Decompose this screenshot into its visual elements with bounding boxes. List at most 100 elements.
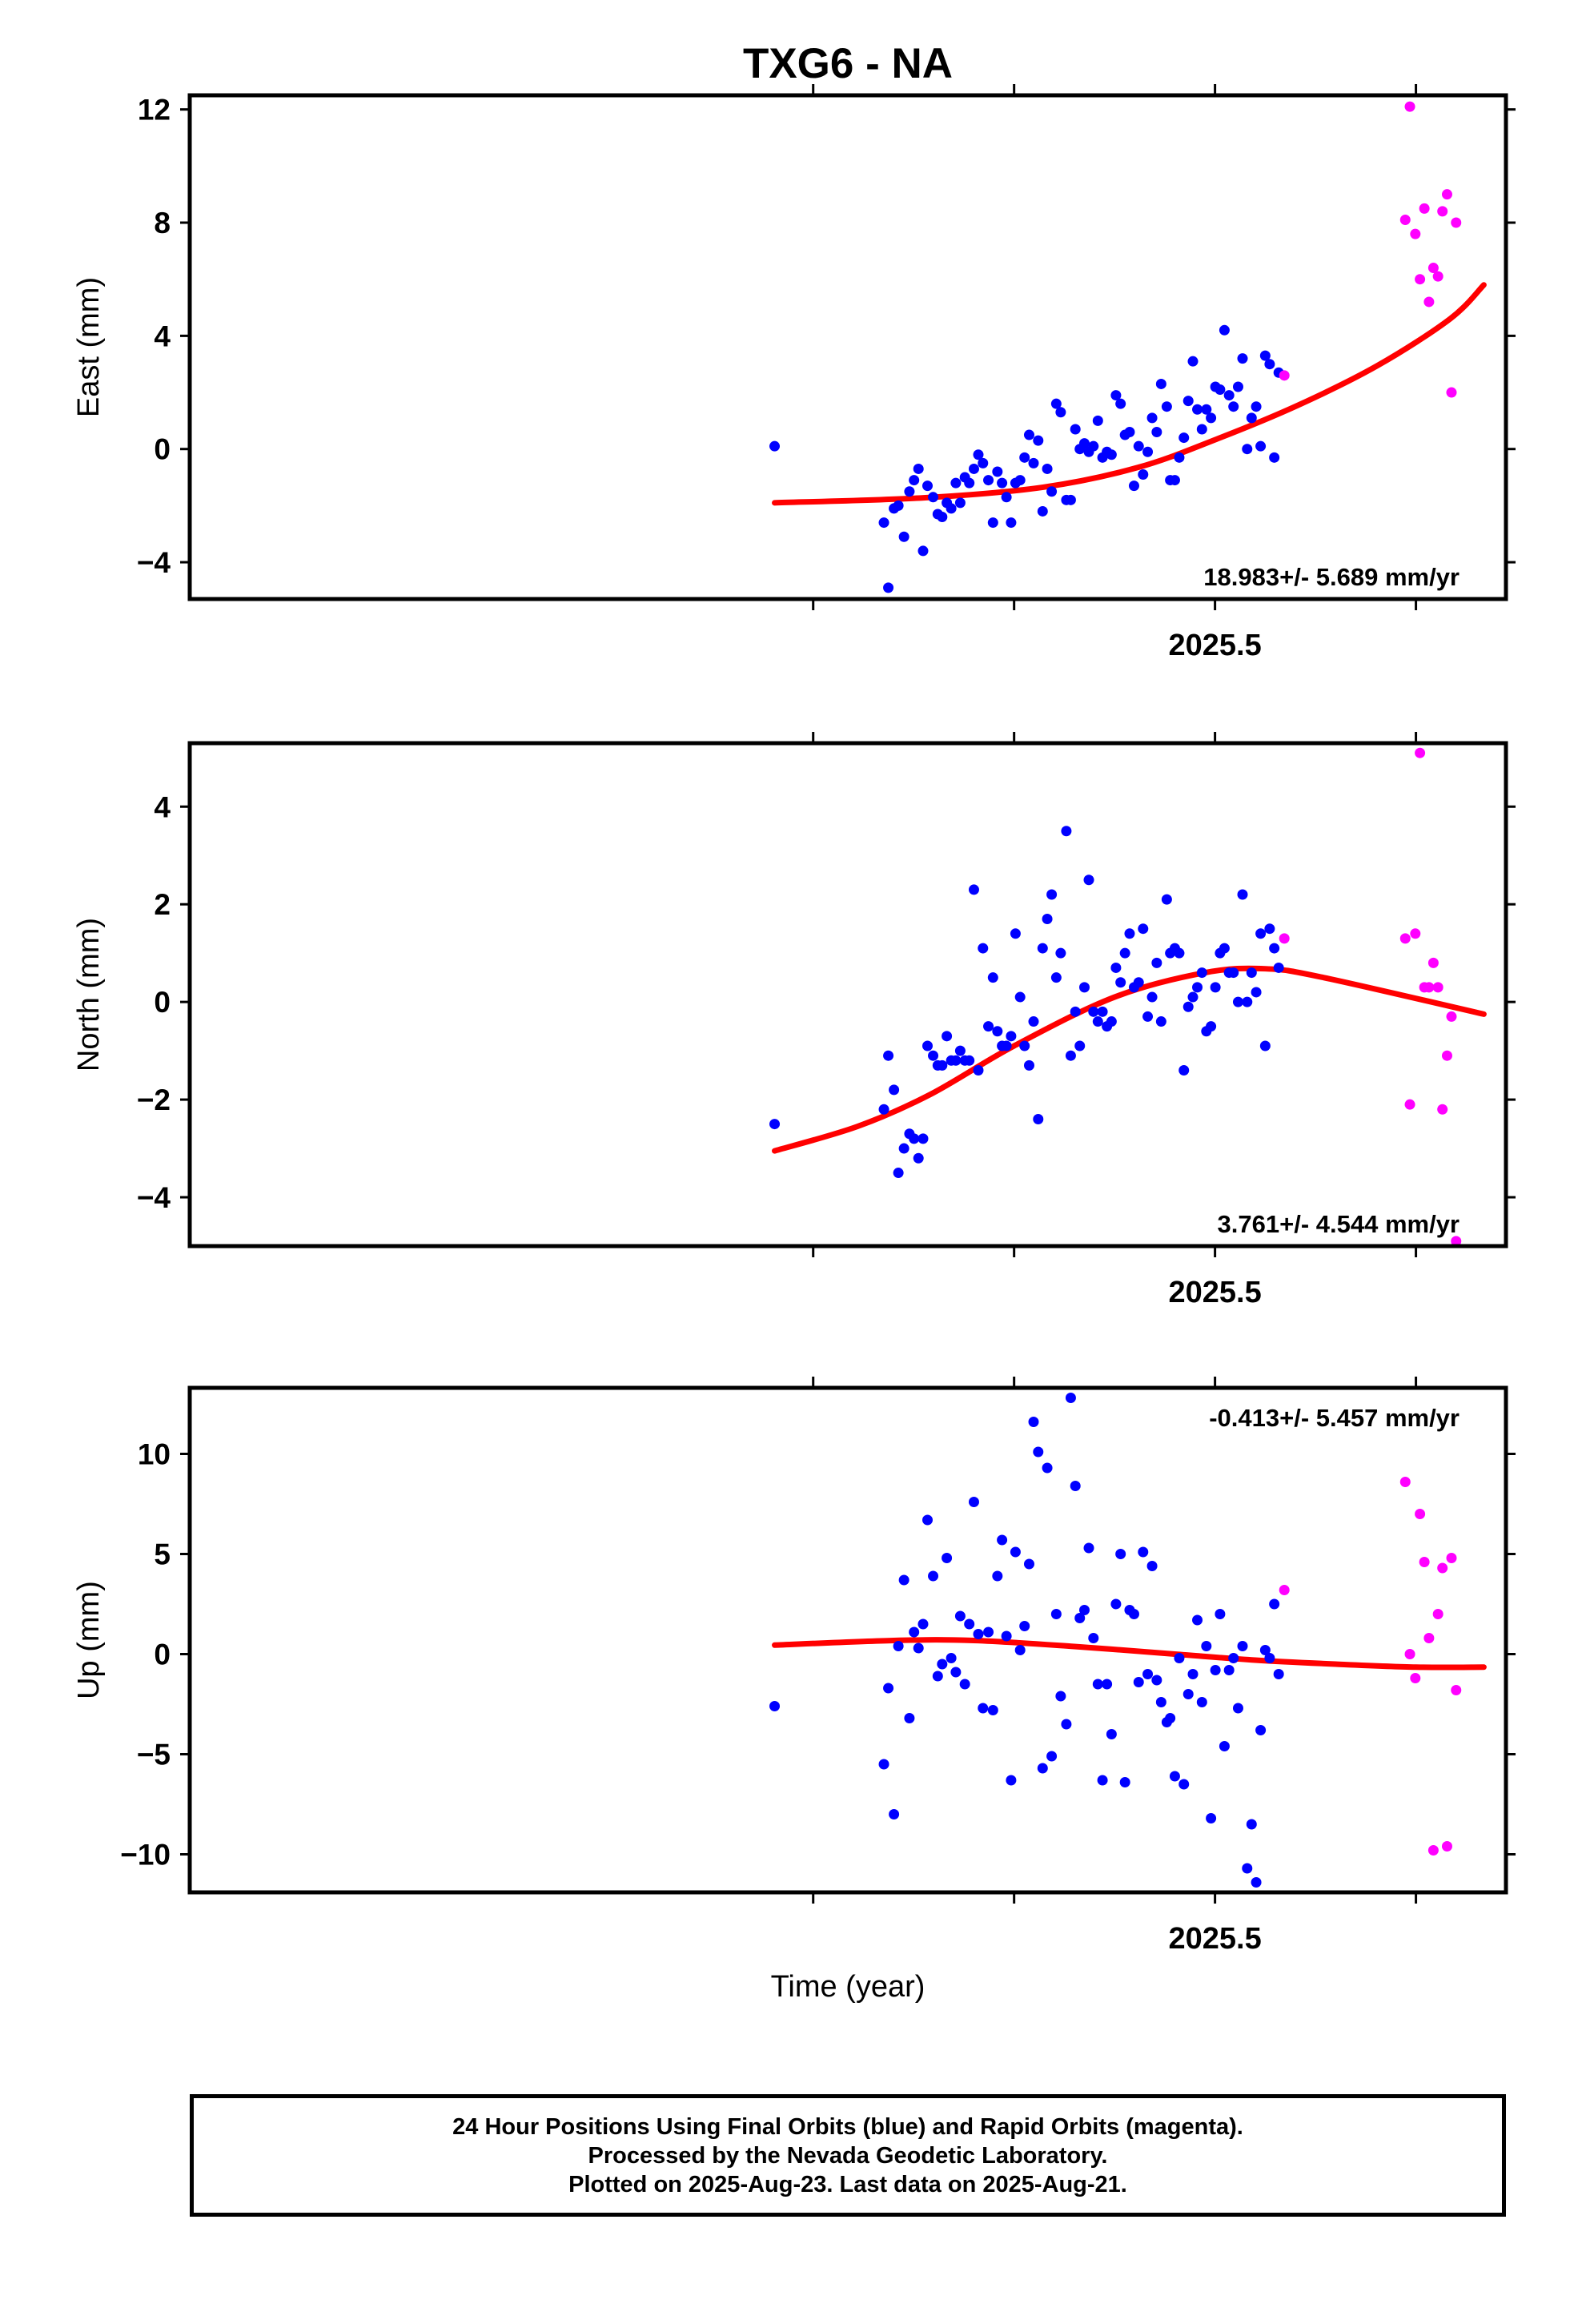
rapid-orbit-point: [1437, 1562, 1448, 1574]
final-orbit-point: [937, 1059, 948, 1071]
rapid-orbit-point: [1415, 747, 1426, 758]
y-axis-label-east: East (mm): [72, 277, 106, 417]
final-orbit-point: [1237, 353, 1248, 364]
final-orbit-point: [1128, 480, 1139, 492]
final-orbit-point: [1119, 947, 1130, 959]
final-orbit-point: [968, 884, 979, 895]
final-orbit-point: [1273, 1669, 1284, 1679]
rapid-orbit-point: [1399, 214, 1411, 225]
rapid-orbit-point: [1415, 274, 1426, 285]
final-orbit-point: [922, 1514, 934, 1526]
final-orbit-point: [1169, 475, 1180, 486]
final-orbit-point: [1151, 427, 1162, 438]
final-orbit-point: [950, 477, 962, 489]
rapid-orbit-point: [1446, 1011, 1457, 1022]
final-orbit-point: [1232, 996, 1243, 1007]
final-orbit-point: [889, 1809, 900, 1819]
final-orbit-point: [1165, 1713, 1176, 1723]
rapid-orbit-point: [1432, 1609, 1443, 1619]
final-orbit-point: [1006, 1031, 1017, 1042]
final-orbit-point: [1001, 1630, 1012, 1642]
rapid-orbit-point: [1404, 1099, 1415, 1110]
final-orbit-point: [950, 1667, 962, 1678]
rapid-orbit-point: [1446, 387, 1457, 398]
final-orbit-point: [1223, 390, 1235, 401]
y-tick-label-north: 4: [154, 790, 171, 823]
final-orbit-point: [1146, 991, 1158, 1003]
final-orbit-point: [883, 1683, 894, 1694]
rapid-orbit-point: [1432, 982, 1443, 993]
final-orbit-point: [1061, 1719, 1072, 1730]
final-orbit-point: [1028, 457, 1039, 468]
rapid-orbit-point: [1437, 1104, 1448, 1115]
final-orbit-point: [893, 1641, 904, 1651]
final-orbit-point: [983, 475, 994, 486]
rapid-orbit-point: [1432, 271, 1443, 282]
final-orbit-point: [1050, 398, 1062, 409]
final-orbit-point: [1070, 1006, 1081, 1017]
final-orbit-point: [964, 1618, 975, 1630]
final-orbit-point: [1124, 928, 1135, 939]
final-orbit-point: [1242, 1863, 1253, 1874]
final-orbit-point: [909, 475, 920, 486]
rapid-orbit-point: [1415, 1509, 1426, 1519]
final-orbit-point: [1223, 1665, 1235, 1675]
final-orbit-point: [1264, 359, 1275, 370]
final-orbit-point: [964, 477, 975, 489]
y-axis-label-north: North (mm): [72, 918, 106, 1072]
final-orbit-point: [1046, 486, 1058, 497]
panel-up: −10 −5 0 5 10 2025.5 Up (mm) -0.413+/- 5.457 mm…: [72, 1377, 1516, 1956]
final-orbit-point: [1182, 396, 1194, 407]
final-orbit-point: [983, 1626, 994, 1638]
final-orbit-point: [1251, 1877, 1262, 1888]
final-orbit-point: [1215, 384, 1226, 396]
final-orbit-point: [1246, 1819, 1257, 1830]
plot-frame-north: [187, 741, 1508, 1248]
final-orbit-point: [942, 1553, 953, 1563]
final-orbit-point: [1196, 1697, 1207, 1707]
final-orbit-point: [1070, 424, 1081, 435]
final-orbit-point: [1083, 1542, 1094, 1554]
final-orbit-point: [1155, 1016, 1166, 1027]
final-orbit-point: [1269, 1598, 1280, 1610]
y-axis-label-up: Up (mm): [72, 1581, 106, 1699]
final-orbit-point: [928, 1570, 939, 1582]
final-orbit-point: [932, 1671, 943, 1682]
final-orbit-point: [978, 943, 989, 954]
final-orbit-point: [1106, 1729, 1117, 1739]
final-orbit-point: [1228, 401, 1239, 412]
final-orbit-point: [1023, 1558, 1034, 1570]
y-tick-label-north: −2: [137, 1084, 171, 1116]
rapid-orbit-point: [1451, 1685, 1462, 1695]
final-orbit-point: [959, 1679, 970, 1690]
rapid-orbit-point: [1404, 101, 1415, 112]
final-orbit-point: [1151, 957, 1162, 968]
final-orbit-point: [1192, 982, 1203, 993]
final-orbit-point: [1138, 469, 1149, 480]
rapid-orbit-point: [1410, 1673, 1421, 1683]
final-orbit-point: [954, 497, 966, 509]
final-orbit-point: [1273, 962, 1284, 973]
final-orbit-point: [1259, 350, 1271, 361]
final-orbit-point: [1219, 1741, 1230, 1751]
final-orbit-point: [954, 1610, 966, 1622]
final-orbit-point: [1255, 1725, 1267, 1735]
y-tick-label-north: −4: [137, 1181, 171, 1214]
final-orbit-point: [922, 1040, 934, 1051]
final-orbit-point: [1001, 1040, 1012, 1051]
final-orbit-point: [1019, 1040, 1030, 1051]
final-orbit-point: [1106, 449, 1117, 460]
final-orbit-point: [1187, 356, 1199, 367]
final-orbit-point: [1255, 928, 1267, 939]
final-orbit-point: [1251, 987, 1262, 998]
final-orbit-point: [992, 466, 1003, 477]
final-orbit-point: [973, 1629, 984, 1639]
final-orbit-point: [1255, 440, 1267, 452]
y-tick-label-north: 2: [154, 888, 171, 921]
final-orbit-point: [997, 477, 1008, 489]
final-orbit-point: [922, 480, 934, 492]
rapid-orbit-point: [1423, 982, 1435, 993]
final-orbit-point: [1092, 415, 1103, 426]
final-orbit-point: [893, 1168, 904, 1179]
